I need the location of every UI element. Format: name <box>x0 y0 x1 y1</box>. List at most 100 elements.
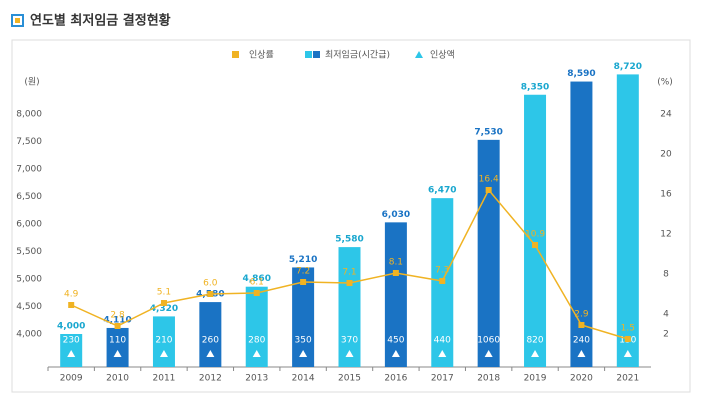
legend-label: 인상률 <box>249 50 274 61</box>
increase-icon <box>623 350 632 357</box>
x-tick-label: 2013 <box>245 374 268 384</box>
rate-label: 2.9 <box>574 310 589 320</box>
wage-label: 4,320 <box>150 304 178 314</box>
chart-frame <box>11 39 691 393</box>
rate-point <box>392 270 399 276</box>
wage-label: 4,860 <box>242 274 270 284</box>
legend-label: 최저임금(시간급) <box>325 49 390 61</box>
increase-label: 370 <box>341 336 358 346</box>
increase-icon <box>159 350 168 357</box>
increase-icon <box>438 350 447 357</box>
increase-icon <box>345 350 354 357</box>
y2-tick-label: 16 <box>660 190 672 200</box>
x-tick-label: 2018 <box>477 374 500 384</box>
legend-label: 인상액 <box>430 49 455 61</box>
wage-label: 5,580 <box>335 235 363 245</box>
wage-bar <box>616 74 639 368</box>
rate-label: 16.4 <box>479 175 499 185</box>
title-icon-inner <box>15 18 20 23</box>
rate-point <box>532 242 539 248</box>
rate-label: 2.8 <box>110 311 125 321</box>
rate-point <box>439 278 446 284</box>
x-tick-label: 2020 <box>570 374 593 384</box>
wage-bar <box>199 302 222 367</box>
y-tick-label: 4,500 <box>16 302 42 312</box>
increase-label: 1060 <box>477 336 500 346</box>
increase-icon <box>531 350 540 357</box>
increase-label: 350 <box>295 336 312 346</box>
increase-label: 280 <box>248 336 265 346</box>
increase-label: 240 <box>573 336 590 346</box>
wage-bar <box>570 81 593 368</box>
wage-bar <box>384 222 407 367</box>
wage-bar <box>245 286 268 367</box>
y-tick-label: 7,500 <box>16 137 42 147</box>
rate-point <box>68 302 75 308</box>
rate-point <box>253 290 260 296</box>
y-tick-label: 4,000 <box>16 330 42 340</box>
wage-label: 5,210 <box>289 255 317 265</box>
rate-label: 6.0 <box>203 279 218 289</box>
x-tick-label: 2019 <box>524 374 547 384</box>
wage-label: 4,000 <box>57 322 85 332</box>
y-tick-label: 6,000 <box>16 220 42 230</box>
wage-label: 6,030 <box>382 210 410 220</box>
increase-icon <box>252 350 261 357</box>
rate-label: 7.1 <box>342 268 356 278</box>
y2-tick-label: 24 <box>660 110 672 120</box>
x-tick-label: 2021 <box>616 374 639 384</box>
rate-point <box>485 187 492 193</box>
rate-point <box>160 300 167 306</box>
increase-label: 440 <box>434 336 451 346</box>
rate-label: 4.9 <box>64 290 79 300</box>
rate-label: 7.3 <box>435 266 449 276</box>
increase-icon <box>299 350 308 357</box>
rate-point <box>346 280 353 286</box>
y2-tick-label: 8 <box>663 270 669 280</box>
rate-point <box>300 279 307 285</box>
y-tick-label: 5,500 <box>16 247 42 257</box>
rate-label: 5.1 <box>157 288 171 298</box>
rate-label: 1.5 <box>621 324 635 334</box>
legend-swatch <box>415 51 423 58</box>
increase-label: 110 <box>109 336 126 346</box>
x-tick-label: 2014 <box>292 374 315 384</box>
legend-swatch <box>232 51 239 58</box>
rate-point <box>207 291 214 297</box>
wage-bar <box>106 327 129 367</box>
wage-bar <box>338 247 361 367</box>
wage-bar <box>292 267 315 367</box>
y-tick-label: 6,500 <box>16 192 42 202</box>
x-tick-label: 2009 <box>60 374 83 384</box>
wage-label: 6,470 <box>428 186 456 196</box>
rate-point <box>578 322 585 328</box>
rate-label: 10.9 <box>525 230 545 240</box>
wage-label: 8,590 <box>567 69 595 79</box>
increase-icon <box>113 350 122 357</box>
y2-tick-label: 2 <box>663 330 669 340</box>
increase-label: 260 <box>202 336 219 346</box>
increase-label: 820 <box>526 336 543 346</box>
wage-bar <box>524 94 547 367</box>
x-tick-label: 2017 <box>431 374 454 384</box>
y-axis-label: (원) <box>24 77 39 88</box>
increase-label: 450 <box>387 336 404 346</box>
increase-label: 210 <box>155 336 172 346</box>
x-tick-label: 2016 <box>384 374 407 384</box>
increase-icon <box>391 350 400 357</box>
x-tick-label: 2011 <box>153 374 176 384</box>
y2-tick-label: 4 <box>663 310 669 320</box>
increase-icon <box>484 350 493 357</box>
y2-tick-label: 12 <box>660 230 671 240</box>
rate-label: 8.1 <box>389 258 403 268</box>
x-tick-label: 2010 <box>106 374 129 384</box>
rate-label: 7.2 <box>296 267 310 277</box>
x-tick-label: 2015 <box>338 374 361 384</box>
rate-point <box>114 323 121 329</box>
rate-label: 6.1 <box>250 278 264 288</box>
y2-axis-label: (%) <box>657 78 673 88</box>
chart-title: 연도별 최저임금 결정현황 <box>30 13 171 29</box>
y-tick-label: 5,000 <box>16 275 42 285</box>
wage-label: 4,110 <box>103 315 131 325</box>
